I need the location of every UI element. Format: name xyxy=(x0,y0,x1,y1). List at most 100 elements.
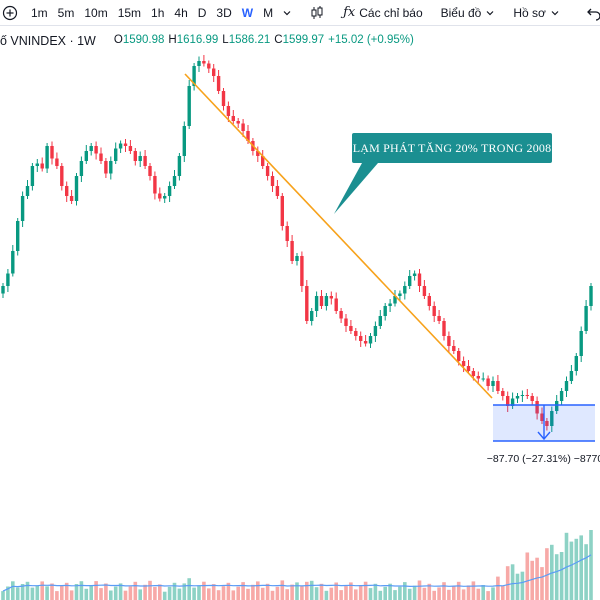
volume-bar xyxy=(398,586,402,600)
candle-body xyxy=(589,286,593,306)
volume-bar xyxy=(143,584,147,600)
candle-body xyxy=(94,146,98,154)
indicators-button[interactable]: ƒx Các chỉ báo xyxy=(338,2,428,24)
candle-body xyxy=(295,256,299,261)
interval-10m[interactable]: 10m xyxy=(84,5,108,20)
volume-bar xyxy=(442,582,446,600)
volume-bar xyxy=(427,583,432,600)
candle-body xyxy=(422,286,427,296)
callout-pointer xyxy=(334,163,378,214)
candle-body xyxy=(187,86,191,126)
candle-body xyxy=(324,296,329,306)
volume-pane xyxy=(1,530,593,600)
volume-bar xyxy=(432,590,436,600)
volume-bar xyxy=(45,586,49,600)
symbol-title[interactable]: ố VNINDEX · 1W xyxy=(0,34,96,48)
interval-15m[interactable]: 15m xyxy=(117,5,142,20)
interval-d[interactable]: D xyxy=(197,5,207,20)
price-chart[interactable] xyxy=(0,26,600,600)
candle-body xyxy=(437,316,441,321)
volume-bar xyxy=(295,582,299,600)
candle-body xyxy=(236,121,240,124)
candle-body xyxy=(285,226,289,241)
volume-bar xyxy=(6,586,10,600)
interval-m[interactable]: M xyxy=(263,5,274,20)
volume-bar xyxy=(207,588,211,600)
volume-bar xyxy=(162,591,167,600)
volume-bar xyxy=(574,538,579,600)
add-symbol-button[interactable] xyxy=(2,2,18,24)
volume-bar xyxy=(260,587,265,600)
interval-3d[interactable]: 3D xyxy=(216,5,232,20)
interval-1m[interactable]: 1m xyxy=(31,5,48,20)
chevron-down-icon xyxy=(283,10,291,15)
candle-body xyxy=(344,318,348,326)
volume-bar xyxy=(496,576,500,600)
volume-bar xyxy=(491,587,495,600)
candle-body xyxy=(109,161,113,174)
candle-body xyxy=(359,336,363,341)
candle-body xyxy=(158,193,162,199)
candle-body xyxy=(363,341,368,344)
undo-button[interactable] xyxy=(581,2,600,24)
volume-bar xyxy=(226,582,231,600)
interval-1h[interactable]: 1h xyxy=(151,5,165,20)
chart-type-dropdown[interactable]: Biểu đồ xyxy=(436,2,501,24)
symbol-legend: ố VNINDEX · 1W O1590.98 H1616.99 L1586.2… xyxy=(0,34,414,48)
candle-body xyxy=(476,376,480,379)
chart-type-label: Biểu đồ xyxy=(440,5,482,20)
volume-bar xyxy=(329,587,334,600)
volume-bar xyxy=(30,587,35,600)
volume-bar xyxy=(221,586,226,600)
volume-bar xyxy=(305,581,309,600)
candle-body xyxy=(486,378,490,386)
volume-bar xyxy=(319,583,324,600)
interval-dropdown[interactable] xyxy=(278,2,296,24)
volume-bar xyxy=(236,586,240,600)
plus-circle-icon xyxy=(2,5,18,20)
candle-body xyxy=(177,156,182,176)
close-label: C xyxy=(274,34,283,46)
volume-bar xyxy=(246,588,250,600)
close-value: 1599.97 xyxy=(282,34,325,46)
volume-bar xyxy=(545,548,549,600)
candle-body xyxy=(143,156,147,166)
candle-body xyxy=(182,126,186,156)
low-value: 1586.21 xyxy=(228,34,271,46)
candle-body xyxy=(393,296,397,304)
volume-bar xyxy=(202,581,206,600)
candle-body xyxy=(349,326,353,331)
candle-body xyxy=(153,176,157,194)
candle-body xyxy=(265,166,270,176)
candle-body xyxy=(241,123,245,131)
fx-icon: ƒx xyxy=(343,5,356,20)
volume-bar xyxy=(510,564,515,600)
measure-tool[interactable] xyxy=(493,404,595,442)
profile-dropdown[interactable]: Hồ sơ xyxy=(508,2,565,24)
volume-bar xyxy=(133,581,138,600)
volume-bar xyxy=(466,585,471,600)
candle-body xyxy=(60,166,64,186)
chart-style-button[interactable] xyxy=(304,2,330,24)
volume-ma-line xyxy=(2,554,592,592)
inflation-callout[interactable]: LẠM PHÁT TĂNG 20% TRONG 2008 xyxy=(352,133,552,163)
interval-5m[interactable]: 5m xyxy=(57,5,75,20)
candle-body xyxy=(300,256,304,286)
candle-body xyxy=(212,68,216,76)
interval-4h[interactable]: 4h xyxy=(174,5,188,20)
trendline[interactable] xyxy=(184,73,493,399)
undo-icon xyxy=(586,8,600,21)
volume-bar xyxy=(407,588,412,600)
candle-body xyxy=(261,156,265,166)
volume-bar xyxy=(118,583,123,600)
candle-body xyxy=(197,61,201,66)
volume-bar xyxy=(569,541,574,600)
chevron-down-icon xyxy=(551,10,559,15)
volume-bar xyxy=(530,560,534,600)
candle-body xyxy=(280,196,284,226)
interval-w[interactable]: W xyxy=(241,5,254,20)
candle-body xyxy=(231,116,235,121)
candle-body xyxy=(471,371,476,376)
candle-body xyxy=(545,421,549,426)
volume-bar xyxy=(40,581,44,600)
